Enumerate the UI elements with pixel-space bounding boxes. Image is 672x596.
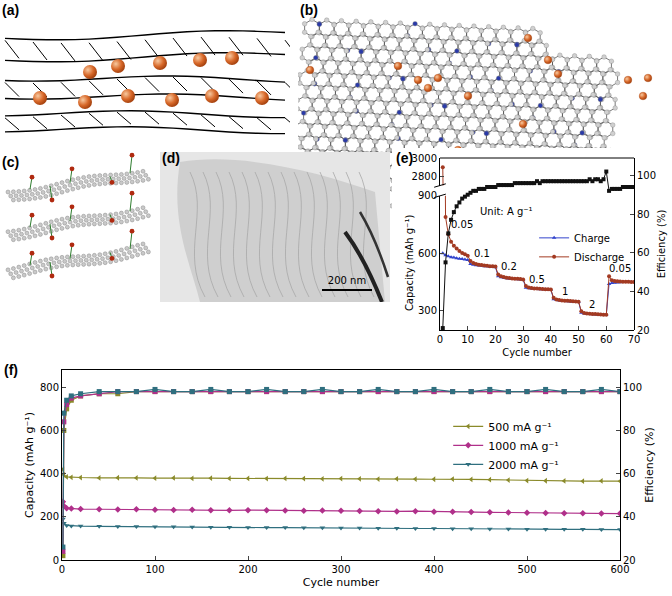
svg-text:Charge: Charge	[574, 233, 610, 244]
svg-text:40: 40	[623, 511, 636, 522]
svg-text:80: 80	[637, 209, 650, 220]
html-text:(b): (b)	[300, 2, 318, 18]
svg-text:600: 600	[418, 248, 437, 259]
svg-text:0.05: 0.05	[609, 263, 631, 274]
svg-text:Unit: A g⁻¹: Unit: A g⁻¹	[480, 206, 533, 217]
html-text:(d): (d)	[162, 150, 180, 166]
svg-text:20: 20	[489, 334, 502, 345]
svg-text:600: 600	[40, 425, 59, 436]
svg-text:100: 100	[623, 382, 642, 393]
svg-text:70: 70	[628, 334, 641, 345]
svg-text:60: 60	[623, 468, 636, 479]
svg-text:200: 200	[238, 564, 257, 575]
svg-text:0.2: 0.2	[501, 261, 517, 272]
svg-text:40: 40	[637, 286, 650, 297]
html-text:(c): (c)	[2, 154, 20, 170]
svg-text:2800: 2800	[412, 171, 437, 182]
svg-text:60: 60	[600, 334, 613, 345]
svg-text:1000 mA g⁻¹: 1000 mA g⁻¹	[488, 440, 558, 453]
svg-text:400: 400	[40, 468, 59, 479]
svg-text:Discharge: Discharge	[574, 252, 624, 263]
svg-text:20: 20	[637, 325, 650, 336]
svg-text:300: 300	[418, 305, 437, 316]
svg-text:600: 600	[610, 564, 629, 575]
svg-text:60: 60	[637, 247, 650, 258]
svg-text:200 nm: 200 nm	[328, 275, 366, 286]
svg-text:100: 100	[637, 170, 656, 181]
svg-text:0.5: 0.5	[529, 274, 545, 285]
svg-text:500 mA g⁻¹: 500 mA g⁻¹	[488, 421, 551, 434]
svg-text:Cycle number: Cycle number	[303, 576, 380, 589]
svg-text:0: 0	[53, 555, 59, 566]
svg-text:800: 800	[40, 382, 59, 393]
svg-text:20: 20	[623, 555, 636, 566]
svg-text:3000: 3000	[412, 153, 437, 164]
svg-text:Capacity (mAh g⁻¹): Capacity (mAh g⁻¹)	[23, 412, 36, 518]
svg-text:300: 300	[331, 564, 350, 575]
svg-text:1: 1	[562, 286, 568, 297]
svg-text:Efficiency (%): Efficiency (%)	[643, 427, 656, 503]
svg-text:2000 mA g⁻¹: 2000 mA g⁻¹	[488, 459, 558, 472]
svg-text:200: 200	[40, 511, 59, 522]
svg-text:Cycle number: Cycle number	[502, 347, 572, 358]
svg-text:30: 30	[517, 334, 530, 345]
svg-text:Capacity (mAh g⁻¹): Capacity (mAh g⁻¹)	[404, 215, 415, 312]
svg-text:0.05: 0.05	[451, 219, 473, 230]
svg-text:50: 50	[572, 334, 585, 345]
svg-text:2: 2	[589, 299, 595, 310]
html-text:(f): (f)	[4, 362, 18, 378]
svg-text:80: 80	[623, 425, 636, 436]
svg-text:40: 40	[544, 334, 557, 345]
html-text:(e): (e)	[396, 150, 414, 166]
svg-text:0: 0	[437, 334, 443, 345]
svg-text:10: 10	[461, 334, 474, 345]
svg-text:0: 0	[59, 564, 65, 575]
svg-text:500: 500	[517, 564, 536, 575]
html-text:(a): (a)	[2, 2, 20, 18]
svg-text:0.1: 0.1	[474, 248, 490, 259]
svg-text:900: 900	[418, 190, 437, 201]
svg-text:Efficiency (%): Efficiency (%)	[656, 210, 667, 279]
svg-text:400: 400	[424, 564, 443, 575]
svg-text:100: 100	[145, 564, 164, 575]
